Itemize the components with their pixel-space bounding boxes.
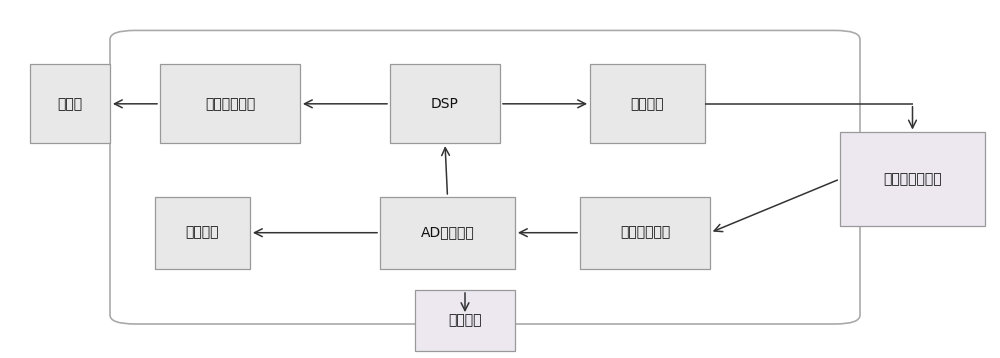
Text: 振荡波发生电路: 振荡波发生电路 bbox=[883, 172, 942, 186]
FancyBboxPatch shape bbox=[390, 64, 500, 143]
Text: 显示模块: 显示模块 bbox=[186, 226, 219, 240]
FancyBboxPatch shape bbox=[110, 30, 860, 324]
FancyBboxPatch shape bbox=[380, 197, 515, 268]
Text: 驱动电路: 驱动电路 bbox=[631, 97, 664, 111]
FancyBboxPatch shape bbox=[415, 290, 515, 351]
Text: DSP: DSP bbox=[431, 97, 459, 111]
Text: AD转换模块: AD转换模块 bbox=[421, 226, 474, 240]
FancyBboxPatch shape bbox=[840, 132, 985, 226]
Text: 电源模块: 电源模块 bbox=[448, 313, 482, 328]
FancyBboxPatch shape bbox=[580, 197, 710, 268]
Text: 串口通信模块: 串口通信模块 bbox=[205, 97, 255, 111]
FancyBboxPatch shape bbox=[30, 64, 110, 143]
FancyBboxPatch shape bbox=[160, 64, 300, 143]
FancyBboxPatch shape bbox=[590, 64, 705, 143]
Text: 差分放大模块: 差分放大模块 bbox=[620, 226, 670, 240]
Text: 上位机: 上位机 bbox=[57, 97, 83, 111]
FancyBboxPatch shape bbox=[155, 197, 250, 268]
